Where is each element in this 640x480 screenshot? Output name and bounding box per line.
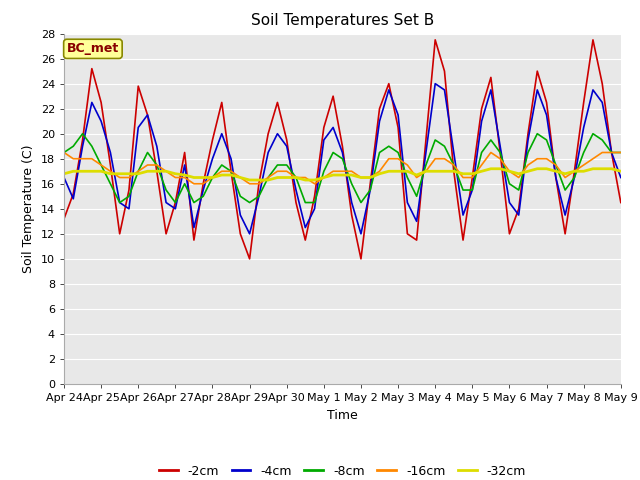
X-axis label: Time: Time	[327, 408, 358, 421]
Title: Soil Temperatures Set B: Soil Temperatures Set B	[251, 13, 434, 28]
Legend: -2cm, -4cm, -8cm, -16cm, -32cm: -2cm, -4cm, -8cm, -16cm, -32cm	[154, 460, 531, 480]
Text: BC_met: BC_met	[67, 42, 119, 55]
Y-axis label: Soil Temperature (C): Soil Temperature (C)	[22, 144, 35, 273]
